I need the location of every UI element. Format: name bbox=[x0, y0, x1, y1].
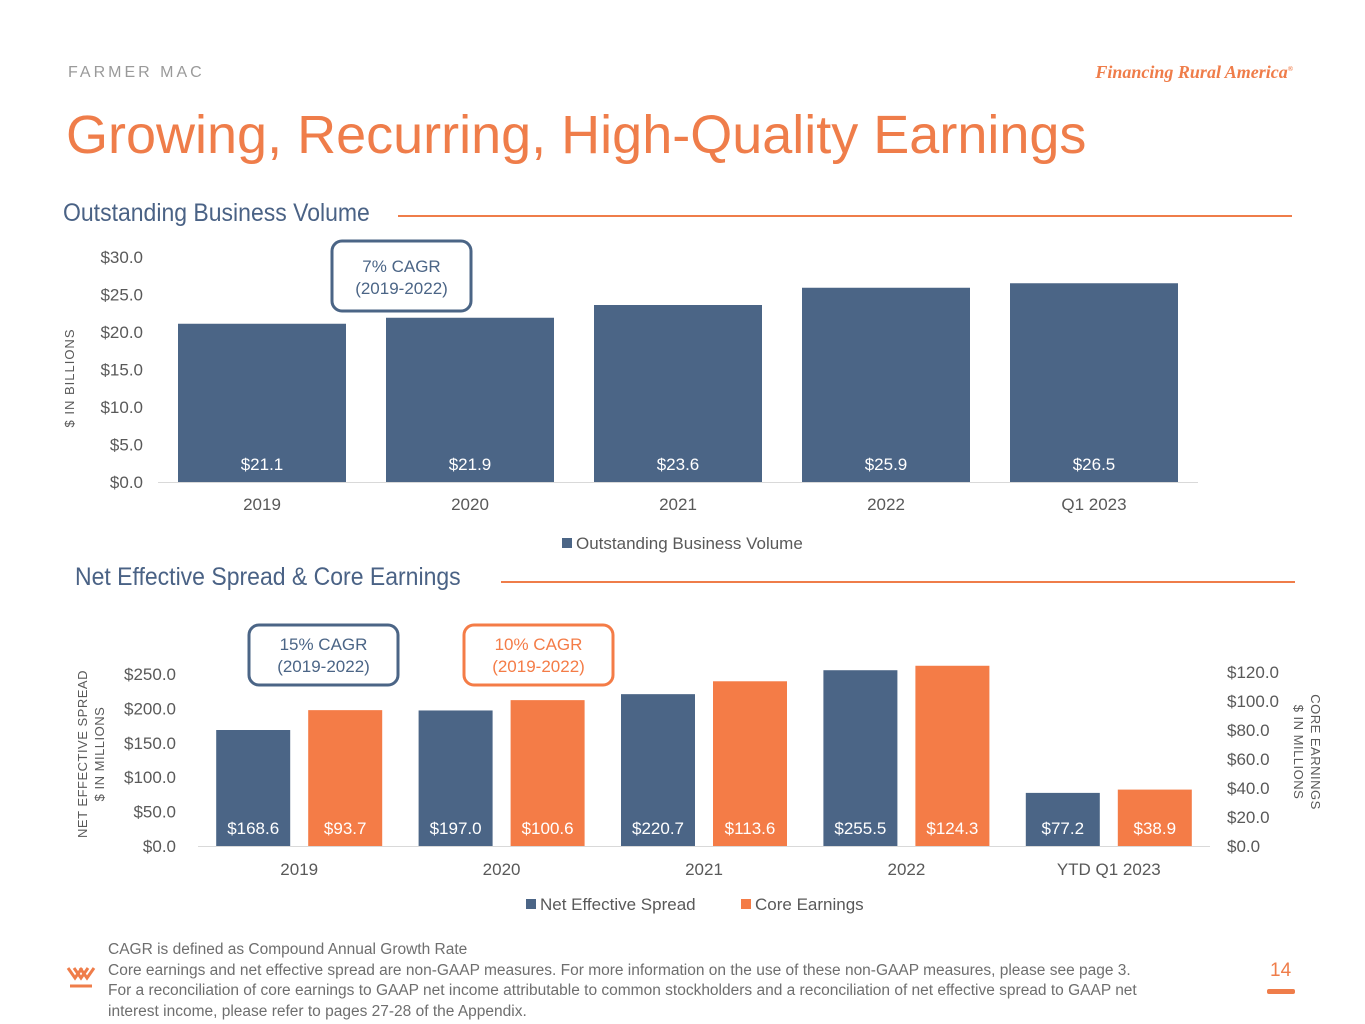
section-rule-volume bbox=[398, 215, 1292, 217]
legend-swatch-spread bbox=[526, 899, 536, 909]
y-tick-label: $20.0 bbox=[100, 323, 143, 342]
y-tick-label: $15.0 bbox=[100, 361, 143, 380]
brand-name: FARMER MAC bbox=[68, 64, 205, 81]
bar-business-volume bbox=[802, 287, 970, 482]
data-label-earnings: $124.3 bbox=[926, 819, 978, 838]
cagr-annotation-text: (2019-2022) bbox=[277, 657, 370, 676]
y-left-tick-label: $150.0 bbox=[124, 734, 176, 753]
tagline-mark: ® bbox=[1287, 65, 1293, 73]
bar-core-earnings bbox=[1117, 789, 1192, 846]
data-label-spread: $168.6 bbox=[227, 819, 279, 838]
x-tick-label: 2021 bbox=[659, 495, 697, 514]
cagr-annotation-text: 10% CAGR bbox=[495, 635, 583, 654]
footnote-line: For a reconciliation of core earnings to… bbox=[108, 982, 1137, 999]
footnote-line: Core earnings and net effective spread a… bbox=[108, 961, 1131, 979]
section-title-spread: Net Effective Spread & Core Earnings bbox=[75, 563, 467, 592]
data-label: $21.1 bbox=[241, 455, 284, 474]
legend-label: Outstanding Business Volume bbox=[576, 534, 803, 553]
bar-net-effective-spread bbox=[1025, 792, 1100, 846]
x-tick-label: 2022 bbox=[887, 860, 925, 879]
bar-net-effective-spread bbox=[823, 670, 898, 846]
data-label-earnings: $93.7 bbox=[324, 819, 367, 838]
cagr-annotation-text: 7% CAGR bbox=[362, 257, 440, 276]
data-label-spread: $77.2 bbox=[1042, 819, 1085, 838]
y-right-tick-label: $80.0 bbox=[1227, 721, 1270, 740]
bar-core-earnings bbox=[713, 681, 787, 846]
cagr-annotation-text: 15% CAGR bbox=[280, 635, 368, 654]
section-title-volume: Outstanding Business Volume bbox=[63, 199, 376, 228]
farmer-mac-logo-icon bbox=[66, 967, 96, 988]
section-rule-spread bbox=[501, 581, 1295, 583]
data-label-spread: $220.7 bbox=[632, 819, 684, 838]
bar-net-effective-spread bbox=[216, 730, 291, 846]
footnote-line: CAGR is defined as Compound Annual Growt… bbox=[108, 941, 468, 958]
y-left-tick-label: $50.0 bbox=[133, 803, 176, 822]
legend-label-spread: Net Effective Spread bbox=[540, 895, 696, 914]
footnotes: CAGR is defined as Compound Annual Growt… bbox=[108, 940, 1258, 1022]
bar-core-earnings bbox=[915, 665, 990, 846]
bar-net-effective-spread bbox=[621, 694, 695, 846]
bar-business-volume bbox=[386, 317, 554, 482]
cagr-annotation-text: (2019-2022) bbox=[355, 279, 448, 298]
y-right-tick-label: $100.0 bbox=[1227, 692, 1279, 711]
x-tick-label: 2021 bbox=[685, 860, 723, 879]
page-number: 14 bbox=[1270, 960, 1292, 981]
y-right-tick-label: $60.0 bbox=[1227, 750, 1270, 769]
y-right-tick-label: $40.0 bbox=[1227, 779, 1270, 798]
x-tick-label: Q1 2023 bbox=[1061, 495, 1126, 514]
data-label: $25.9 bbox=[865, 455, 908, 474]
bar-business-volume bbox=[594, 305, 762, 482]
bar-core-earnings bbox=[308, 710, 383, 846]
legend-swatch bbox=[562, 538, 572, 548]
data-label-spread: $197.0 bbox=[430, 819, 482, 838]
data-label-earnings: $113.6 bbox=[725, 819, 776, 838]
bar-business-volume bbox=[1010, 283, 1178, 482]
bar-net-effective-spread bbox=[418, 710, 493, 846]
legend-swatch-earnings bbox=[741, 899, 751, 909]
footnote-line: interest income, please refer to pages 2… bbox=[108, 1002, 527, 1020]
data-label-earnings: $100.6 bbox=[522, 819, 574, 838]
cagr-annotation-box bbox=[247, 623, 400, 687]
y-left-axis-title: $ IN MILLIONS bbox=[92, 707, 107, 802]
x-tick-label: 2019 bbox=[243, 495, 281, 514]
data-label-earnings: $38.9 bbox=[1134, 819, 1177, 838]
tagline-text: Financing Rural America bbox=[1095, 62, 1288, 82]
x-tick-label: YTD Q1 2023 bbox=[1057, 860, 1161, 879]
y-right-axis-title: $ IN MILLIONS bbox=[1291, 705, 1306, 800]
y-left-tick-label: $200.0 bbox=[124, 699, 176, 718]
data-label: $23.6 bbox=[657, 455, 700, 474]
cagr-annotation-text: (2019-2022) bbox=[492, 657, 585, 676]
bar-core-earnings bbox=[510, 700, 585, 846]
y-right-tick-label: $20.0 bbox=[1227, 808, 1270, 827]
bar-business-volume bbox=[178, 323, 346, 482]
y-left-tick-label: $250.0 bbox=[124, 665, 176, 684]
y-axis-title: $ IN BILLIONS bbox=[62, 329, 77, 428]
y-right-axis-title: CORE EARNINGS bbox=[1308, 694, 1323, 810]
y-tick-label: $0.0 bbox=[110, 473, 143, 492]
page-title: Growing, Recurring, High-Quality Earning… bbox=[66, 105, 1087, 165]
x-tick-label: 2019 bbox=[280, 860, 318, 879]
legend-label-earnings: Core Earnings bbox=[755, 895, 864, 914]
y-left-axis-title: NET EFFECTIVE SPREAD bbox=[75, 670, 90, 838]
data-label-spread: $255.5 bbox=[834, 819, 886, 838]
x-tick-label: 2022 bbox=[867, 495, 905, 514]
data-label: $21.9 bbox=[449, 455, 492, 474]
y-left-tick-label: $100.0 bbox=[124, 768, 176, 787]
x-tick-label: 2020 bbox=[451, 495, 489, 514]
cagr-annotation-box bbox=[330, 239, 473, 313]
y-tick-label: $25.0 bbox=[100, 286, 143, 305]
y-tick-label: $5.0 bbox=[110, 436, 143, 455]
cagr-annotation-box bbox=[462, 623, 615, 687]
page-number-bar bbox=[1267, 989, 1295, 994]
y-right-tick-label: $120.0 bbox=[1227, 663, 1279, 682]
y-tick-label: $30.0 bbox=[100, 248, 143, 267]
data-label: $26.5 bbox=[1073, 455, 1116, 474]
y-right-tick-label: $0.0 bbox=[1227, 837, 1260, 856]
x-tick-label: 2020 bbox=[483, 860, 521, 879]
tagline: Financing Rural America® bbox=[1095, 62, 1293, 83]
chart-business-volume: $0.0 $5.0 $10.0 $15.0 $20.0 $25.0 $30.0 $ IN BI… bbox=[62, 239, 1198, 553]
chart-spread-earnings: $0.0 $50.0 $100.0 $150.0 $200.0 $250.0 $0.0 $20… bbox=[75, 623, 1323, 914]
y-tick-label: $10.0 bbox=[100, 398, 143, 417]
y-left-tick-label: $0.0 bbox=[143, 837, 176, 856]
